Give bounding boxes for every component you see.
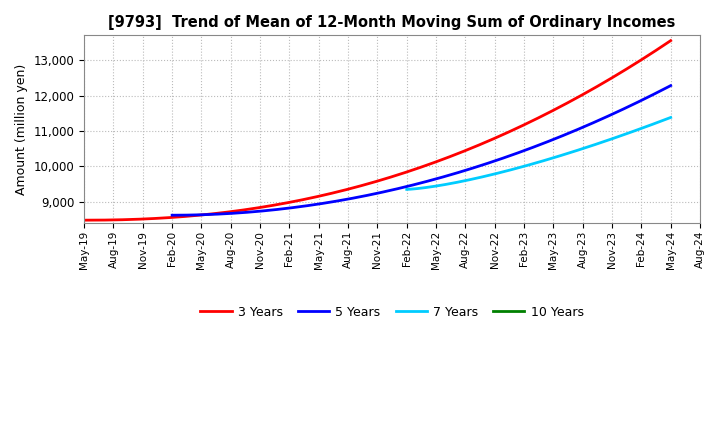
7 Years	[644, 123, 652, 128]
Legend: 3 Years, 5 Years, 7 Years, 10 Years: 3 Years, 5 Years, 7 Years, 10 Years	[195, 301, 589, 323]
3 Years	[104, 217, 112, 223]
3 Years	[666, 38, 675, 43]
5 Years	[168, 213, 176, 218]
5 Years	[642, 95, 650, 101]
3 Years	[616, 70, 625, 75]
3 Years	[189, 213, 197, 218]
3 Years	[115, 217, 124, 223]
3 Years	[236, 208, 245, 213]
Title: [9793]  Trend of Mean of 12-Month Moving Sum of Ordinary Incomes: [9793] Trend of Mean of 12-Month Moving …	[109, 15, 676, 30]
Line: 3 Years: 3 Years	[84, 40, 670, 220]
7 Years	[402, 187, 411, 192]
5 Years	[198, 212, 207, 217]
7 Years	[653, 120, 662, 125]
7 Years	[473, 176, 482, 181]
7 Years	[418, 185, 427, 191]
5 Years	[188, 213, 197, 218]
3 Years	[637, 57, 646, 62]
3 Years	[80, 217, 89, 223]
Line: 7 Years: 7 Years	[407, 117, 670, 189]
5 Years	[261, 208, 269, 213]
7 Years	[666, 115, 675, 120]
7 Years	[413, 186, 422, 191]
5 Years	[624, 104, 632, 110]
Y-axis label: Amount (million yen): Amount (million yen)	[15, 63, 28, 195]
Line: 5 Years: 5 Years	[172, 86, 670, 215]
5 Years	[300, 203, 309, 209]
5 Years	[666, 83, 675, 88]
7 Years	[451, 180, 460, 185]
